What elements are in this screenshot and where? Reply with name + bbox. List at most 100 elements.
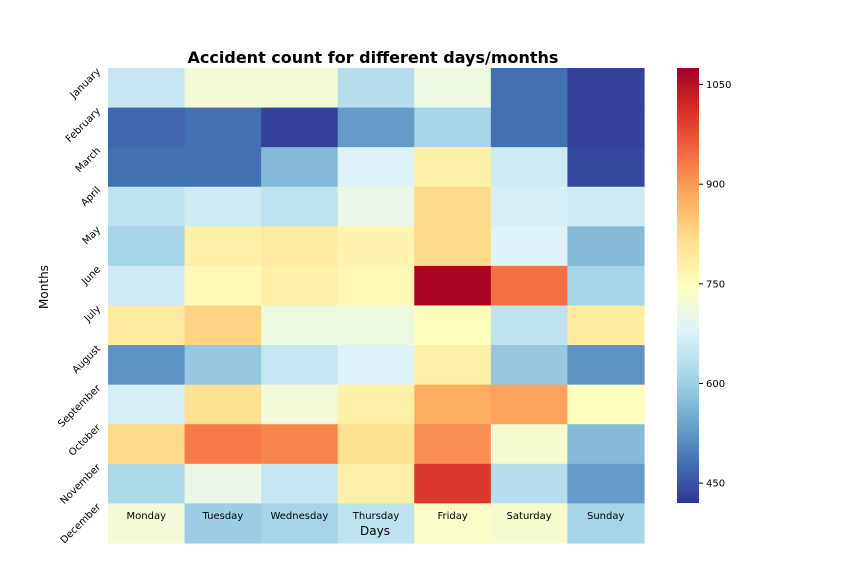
heatmap-cell (337, 107, 415, 148)
heatmap-cell (414, 305, 492, 346)
heatmap-cell (567, 345, 645, 386)
heatmap-cell (184, 265, 262, 307)
colorbar-tick-label: 900 (706, 180, 725, 191)
heatmap-cell (414, 384, 492, 425)
heatmap-cell (261, 265, 339, 307)
heatmap-cell (337, 463, 415, 504)
heatmap-cell (414, 503, 492, 544)
colorbar-tick-label: 600 (706, 379, 725, 390)
heatmap-cell (337, 186, 415, 227)
colorbar-ticks: 450 600 750 900 1050 (699, 80, 731, 490)
heatmap-cell (108, 463, 186, 504)
heatmap-cell (414, 107, 492, 148)
y-tick-label: May (81, 225, 103, 247)
heatmap-cells (108, 68, 645, 544)
x-tick-label: Thursday (352, 511, 400, 522)
colorbar-tick-label: 1050 (706, 80, 731, 91)
heatmap-cell (108, 265, 186, 307)
y-tick-label: June (79, 264, 103, 288)
heatmap-cell (414, 345, 492, 386)
x-tick-label: Tuesday (202, 511, 244, 522)
heatmap-cell (567, 305, 645, 346)
heatmap-cell (490, 424, 569, 465)
heatmap-cell (261, 424, 339, 465)
heatmap-cell (567, 424, 645, 465)
heatmap-cell (567, 384, 645, 425)
heatmap-cell (108, 226, 186, 267)
heatmap-cell (261, 68, 339, 109)
heatmap-cell (184, 345, 262, 386)
heatmap-cell (184, 384, 262, 425)
heatmap-cell (490, 384, 569, 425)
heatmap-cell (567, 68, 645, 109)
heatmap-cell (567, 463, 645, 504)
heatmap-cell (108, 384, 186, 425)
heatmap-cell (490, 147, 569, 188)
colorbar-tick-label: 750 (706, 279, 725, 290)
heatmap-cell (184, 503, 262, 544)
heatmap-cell (261, 384, 339, 425)
y-tick-label: February (64, 106, 103, 145)
y-tick-label: April (79, 185, 103, 209)
heatmap-cell (337, 384, 415, 425)
heatmap-cell (337, 68, 415, 109)
heatmap-cell (490, 68, 569, 109)
heatmap-cell (108, 186, 186, 227)
heatmap-cell (184, 147, 262, 188)
heatmap-cell (567, 265, 645, 307)
y-tick-label: September (56, 382, 103, 429)
x-tick-label: Saturday (507, 511, 552, 522)
heatmap-cell (337, 345, 415, 386)
heatmap-cell (108, 305, 186, 346)
heatmap-cell (414, 68, 492, 109)
heatmap-cell (184, 107, 262, 148)
heatmap-cell (337, 424, 415, 465)
x-tick-label: Wednesday (270, 511, 328, 522)
heatmap-cell (108, 147, 186, 188)
heatmap-cell (261, 107, 339, 148)
heatmap-cell (567, 147, 645, 188)
y-axis-label: Months (37, 265, 51, 309)
heatmap-cell (490, 463, 569, 504)
heatmap-cell (184, 424, 262, 465)
heatmap-cell (261, 463, 339, 504)
heatmap-cell (567, 107, 645, 148)
heatmap-cell (261, 305, 339, 346)
heatmap-cell (261, 147, 339, 188)
heatmap-cell (414, 265, 492, 307)
y-tick-label: December (59, 501, 104, 546)
x-tick-label: Monday (127, 511, 167, 522)
heatmap-cell (108, 107, 186, 148)
heatmap-cell (184, 463, 262, 504)
heatmap-cell (337, 265, 415, 307)
heatmap-cell (108, 68, 186, 109)
heatmap-cell (490, 226, 569, 267)
colorbar-tick-label: 450 (706, 479, 725, 490)
chart-title: Accident count for different days/months (188, 48, 559, 67)
x-axis-label: Days (360, 524, 390, 538)
heatmap-cell (414, 463, 492, 504)
heatmap-cell (567, 186, 645, 227)
heatmap-cell (108, 503, 186, 544)
x-tick-labels: Monday Tuesday Wednesday Thursday Friday Satu… (127, 511, 625, 522)
heatmap-cell (108, 345, 186, 386)
heatmap-cell (490, 503, 569, 544)
y-tick-label: October (67, 422, 104, 459)
heatmap-cell (490, 107, 569, 148)
heatmap-cell (261, 345, 339, 386)
heatmap-cell (490, 345, 569, 386)
heatmap-cell (184, 186, 262, 227)
heatmap-cell (490, 265, 569, 307)
heatmap-cell (184, 305, 262, 346)
heatmap-cell (567, 503, 645, 544)
heatmap-cell (337, 503, 415, 544)
heatmap-cell (567, 226, 645, 267)
heatmap-cell (184, 68, 262, 109)
heatmap-cell (414, 226, 492, 267)
y-tick-label: August (71, 343, 104, 376)
heatmap-cell (337, 147, 415, 188)
heatmap-cell (490, 305, 569, 346)
y-tick-label: July (82, 304, 103, 325)
